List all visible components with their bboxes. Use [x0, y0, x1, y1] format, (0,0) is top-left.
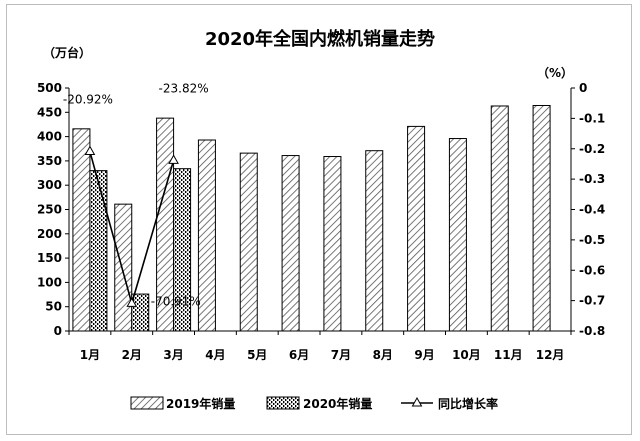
left-tick-label: 400 [37, 130, 62, 144]
left-tick-label: 500 [37, 81, 62, 95]
legend-swatch-2020 [266, 396, 300, 410]
right-tick-label: -0.7 [579, 294, 605, 308]
bar-2020 [131, 293, 150, 332]
left-tick-label: 100 [37, 275, 62, 289]
left-tick-label: 50 [45, 300, 62, 314]
bar-2019 [281, 155, 300, 332]
bar-2019 [448, 138, 467, 332]
legend-item-2020: 2020年销量 [266, 396, 372, 411]
bar-2019 [490, 105, 509, 332]
bar-2019 [239, 152, 258, 332]
bar-2019 [323, 156, 342, 332]
x-tick-label: 2月 [122, 348, 142, 362]
left-tick-label: 150 [37, 251, 62, 265]
x-tick-label: 1月 [80, 348, 100, 362]
legend-label-growth: 同比增长率 [438, 396, 498, 411]
left-tick-label: 450 [37, 105, 62, 119]
left-tick-label: 250 [37, 203, 62, 217]
growth-marker [84, 145, 96, 156]
x-tick-label: 7月 [331, 348, 351, 362]
right-tick-label: -0.1 [579, 111, 605, 125]
chart-frame: 2020年全国内燃机销量走势 （万台） （%） 0 50 100 150 200 250 3… [6, 4, 632, 435]
bar-2019 [72, 128, 91, 332]
legend-item-2019: 2019年销量 [130, 396, 235, 411]
bar-2019 [407, 125, 426, 332]
bar-2020 [89, 170, 108, 332]
legend-item-growth: 同比增长率 [401, 396, 498, 411]
growth-data-label: -70.91% [151, 294, 201, 308]
bar-2019 [532, 104, 551, 332]
left-axis-unit: （万台） [43, 45, 91, 60]
right-tick-label: 0 [579, 81, 587, 95]
legend-label-2019: 2019年销量 [166, 396, 235, 411]
legend-swatch-2019 [130, 396, 164, 410]
bar-2019 [365, 150, 384, 332]
left-tick-label: 350 [37, 154, 62, 168]
legend-marker-growth [411, 396, 423, 407]
growth-data-label: -23.82% [159, 81, 209, 95]
right-tick-label: -0.4 [579, 203, 605, 217]
bar-2019 [114, 203, 133, 332]
x-tick-label: 8月 [373, 348, 393, 362]
left-tick-label: 0 [54, 324, 62, 338]
x-tick-label: 11月 [494, 348, 523, 362]
right-axis-unit: （%） [537, 65, 573, 80]
x-tick-label: 12月 [536, 348, 565, 362]
x-tick-label: 4月 [205, 348, 225, 362]
chart: 2020年全国内燃机销量走势 （万台） （%） 0 50 100 150 200 250 3… [37, 28, 605, 411]
right-tick-label: -0.2 [579, 142, 605, 156]
growth-data-label: -20.92% [63, 93, 113, 107]
growth-marker [126, 297, 138, 307]
x-tick-label: 10月 [452, 348, 481, 362]
bar-2019 [197, 139, 216, 332]
left-tick-label: 300 [37, 178, 62, 192]
x-tick-label: 6月 [289, 348, 309, 362]
growth-marker [168, 154, 179, 164]
left-tick-label: 200 [37, 227, 62, 241]
x-tick-label: 5月 [247, 348, 267, 362]
legend-label-2020: 2020年销量 [303, 396, 372, 411]
legend: 2019年销量 2020年销量 同比增长率 [130, 396, 498, 411]
chart-title: 2020年全国内燃机销量走势 [205, 28, 435, 50]
right-tick-label: -0.5 [579, 233, 605, 247]
x-tick-label: 9月 [414, 348, 434, 362]
right-tick-label: -0.6 [579, 263, 605, 277]
right-tick-label: -0.3 [579, 172, 605, 186]
x-tick-label: 3月 [163, 348, 183, 362]
right-tick-label: -0.8 [579, 324, 605, 338]
